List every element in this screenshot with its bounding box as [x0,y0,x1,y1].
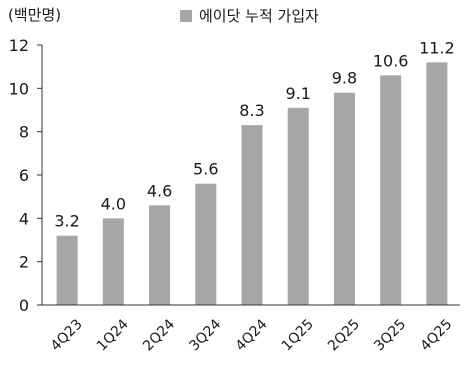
data-label: 3.2 [54,212,79,231]
x-tick-label: 2Q24 [140,316,178,354]
x-tick-label: 3Q25 [371,316,409,354]
y-tick-label: 12 [9,36,29,55]
x-tick-label: 2Q25 [325,316,363,354]
x-tick-label: 4Q25 [417,316,455,354]
x-tick-label: 4Q23 [48,316,86,354]
y-tick-label: 10 [9,79,29,98]
legend-label: 에이닷 누적 가입자 [199,7,319,25]
data-label: 11.2 [419,38,455,57]
y-tick-label: 8 [19,123,29,142]
bar [149,205,171,305]
bar [195,183,217,305]
x-axis: 4Q23 1Q24 2Q24 3Q24 4Q24 1Q25 2Q25 3Q25 4Q25 [42,304,460,354]
x-tick-label: 4Q24 [233,316,271,354]
data-label: 4.0 [101,194,126,213]
unit-label: (백만명) [8,6,61,24]
y-axis: 0 2 4 6 8 10 12 [9,36,43,315]
bar [287,107,309,305]
data-label: 9.8 [332,69,357,88]
data-label: 5.6 [193,160,218,179]
data-label: 10.6 [373,51,409,70]
bar [241,125,263,306]
bar [333,92,355,306]
data-label: 8.3 [239,101,264,120]
bar [102,218,124,305]
y-tick-label: 6 [19,166,29,185]
y-tick-label: 2 [19,253,29,272]
data-label: 9.1 [285,84,310,103]
legend: 에이닷 누적 가입자 [180,7,319,25]
bars: 3.2 4.0 4.6 5.6 8.3 9.1 9.8 10.6 11.2 [54,38,455,306]
bar [426,62,448,306]
legend-swatch [180,10,192,22]
x-tick-label: 1Q24 [94,316,132,354]
x-tick-label: 1Q25 [279,316,317,354]
y-tick-label: 4 [19,209,29,228]
bar [380,75,402,305]
x-tick-label: 3Q24 [186,316,224,354]
data-label: 4.6 [147,181,172,200]
y-tick-label: 0 [19,296,29,315]
bar [56,235,78,305]
